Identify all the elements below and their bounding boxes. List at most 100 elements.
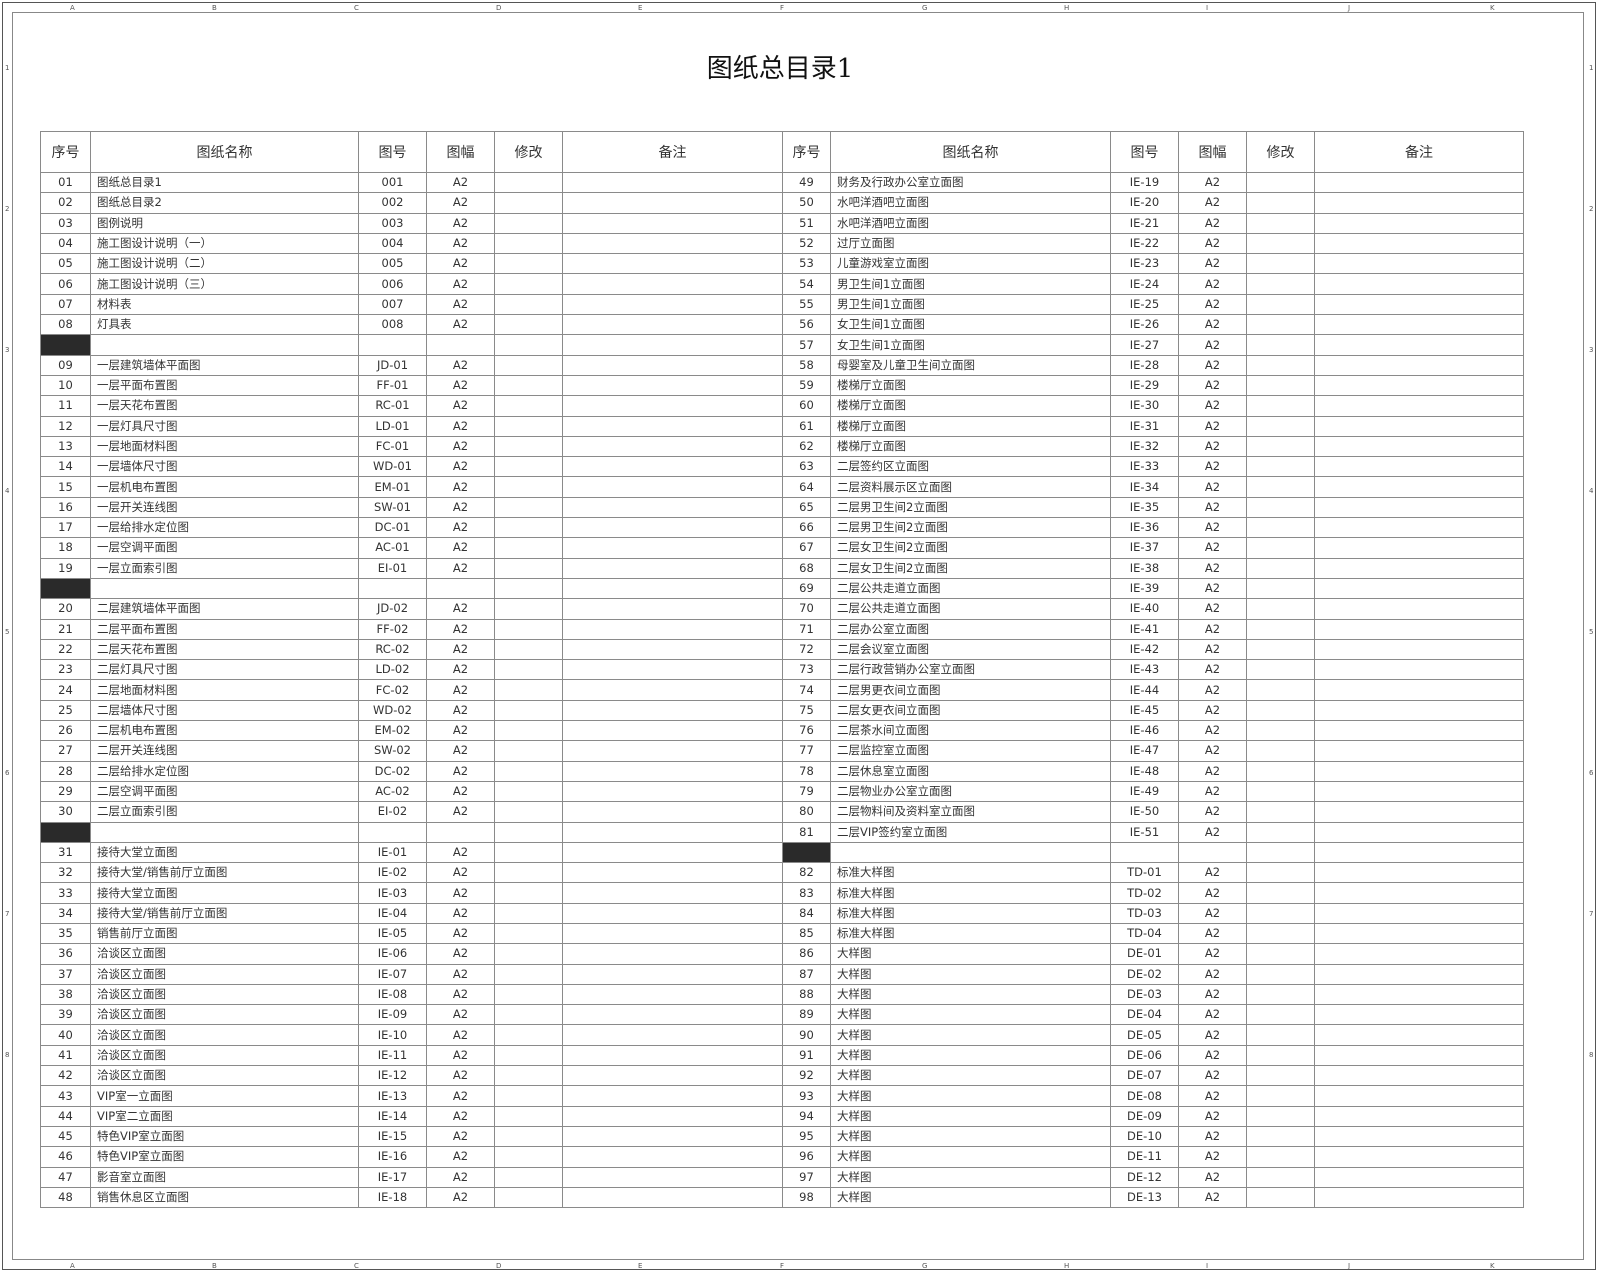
table-row: 31 接待大堂立面图 IE-01 A2 — [40, 841, 783, 864]
row-number: 13 — [40, 435, 91, 458]
sheet-size: A2 — [426, 1044, 495, 1067]
drawing-code: IE-06 — [358, 943, 427, 965]
row-number: 46 — [40, 1146, 91, 1168]
revision-cell — [1246, 1166, 1315, 1188]
drawing-code: IE-19 — [1110, 171, 1179, 194]
revision-cell — [1246, 679, 1315, 701]
revision-cell — [494, 943, 563, 965]
drawing-name: 二层物料间及资料室立面图 — [830, 801, 1111, 823]
empty-cell — [426, 821, 495, 843]
remarks-cell — [1314, 679, 1524, 701]
sheet-size: A2 — [1178, 983, 1247, 1006]
table-row: 44 VIP室二立面图 IE-14 A2 — [40, 1105, 783, 1127]
row-number: 79 — [782, 780, 831, 803]
drawing-name: 二层男卫生间2立面图 — [830, 517, 1111, 539]
table-row: 87 大样图 DE-02 A2 — [782, 963, 1524, 985]
drawing-code: IE-05 — [358, 922, 427, 945]
row-number: 43 — [40, 1085, 91, 1107]
revision-cell — [494, 1024, 563, 1046]
sheet-size: A2 — [1178, 1186, 1247, 1209]
remarks-cell — [562, 517, 783, 539]
revision-cell — [494, 902, 563, 924]
table-row: 36 洽谈区立面图 IE-06 A2 — [40, 943, 783, 965]
drawing-name: 洽谈区立面图 — [90, 983, 359, 1006]
sheet-size: A2 — [1178, 598, 1247, 620]
row-number: 67 — [782, 537, 831, 559]
drawing-name: 标准大样图 — [830, 862, 1111, 884]
row-number: 38 — [40, 983, 91, 1006]
row-number: 69 — [782, 577, 831, 600]
table-row: 93 大样图 DE-08 A2 — [782, 1085, 1524, 1107]
remarks-cell — [562, 293, 783, 316]
drawing-code: IE-04 — [358, 902, 427, 924]
sheet-size: A2 — [426, 537, 495, 559]
remarks-cell — [562, 780, 783, 803]
revision-cell — [1246, 882, 1315, 904]
drawing-code: WD-02 — [358, 699, 427, 722]
row-number: 91 — [782, 1044, 831, 1067]
table-row: 54 男卫生间1立面图 IE-24 A2 — [782, 273, 1524, 295]
revision-cell — [494, 192, 563, 214]
header-code: 图号 — [1110, 131, 1179, 173]
row-number: 74 — [782, 679, 831, 701]
remarks-cell — [1314, 862, 1524, 884]
revision-cell — [1246, 801, 1315, 823]
remarks-cell — [562, 841, 783, 864]
sheet-size: A2 — [426, 801, 495, 823]
remarks-cell — [562, 212, 783, 234]
table-row: 29 二层空调平面图 AC-02 A2 — [40, 780, 783, 803]
drawing-code: 008 — [358, 314, 427, 336]
column-reference-label: G — [922, 1262, 928, 1270]
drawing-name: 影音室立面图 — [90, 1166, 359, 1188]
row-number: 07 — [40, 293, 91, 316]
drawing-code: IE-02 — [358, 862, 427, 884]
sheet-size: A2 — [1178, 740, 1247, 762]
remarks-cell — [1314, 922, 1524, 945]
row-number: 86 — [782, 943, 831, 965]
remarks-cell — [1314, 943, 1524, 965]
table-row: 74 二层男更衣间立面图 IE-44 A2 — [782, 679, 1524, 701]
drawing-code: DE-06 — [1110, 1044, 1179, 1067]
drawing-code: DE-13 — [1110, 1186, 1179, 1209]
sheet-size: A2 — [1178, 354, 1247, 376]
revision-cell — [494, 598, 563, 620]
drawing-code: DE-05 — [1110, 1024, 1179, 1046]
remarks-cell — [1314, 435, 1524, 458]
drawing-code: IE-50 — [1110, 801, 1179, 823]
revision-cell — [1246, 760, 1315, 782]
remarks-cell — [562, 1146, 783, 1168]
remarks-cell — [1314, 720, 1524, 742]
drawing-code: RC-01 — [358, 395, 427, 417]
remarks-cell — [1314, 780, 1524, 803]
drawing-code: IE-51 — [1110, 821, 1179, 843]
sheet-size: A2 — [426, 598, 495, 620]
remarks-cell — [562, 1044, 783, 1067]
row-reference-label: 5 — [5, 628, 10, 636]
revision-cell — [494, 679, 563, 701]
drawing-name: 二层男更衣间立面图 — [830, 679, 1111, 701]
remarks-cell — [562, 273, 783, 295]
table-row: 21 二层平面布置图 FF-02 A2 — [40, 618, 783, 640]
revision-cell — [494, 537, 563, 559]
table-row: 24 二层地面材料图 FC-02 A2 — [40, 679, 783, 701]
sheet-size: A2 — [1178, 780, 1247, 803]
sheet-size: A2 — [1178, 212, 1247, 234]
sheet-size: A2 — [426, 1146, 495, 1168]
drawing-name: 大样图 — [830, 1024, 1111, 1046]
drawing-name: 一层墙体尺寸图 — [90, 456, 359, 478]
table-row: 97 大样图 DE-12 A2 — [782, 1166, 1524, 1188]
table-row: 04 施工图设计说明（一） 004 A2 — [40, 232, 783, 255]
row-number: 64 — [782, 476, 831, 498]
drawing-name: 过厅立面图 — [830, 232, 1111, 255]
separator-block — [782, 841, 831, 864]
table-row: 67 二层女卫生间2立面图 IE-37 A2 — [782, 537, 1524, 559]
revision-cell — [1246, 659, 1315, 681]
drawing-name: 大样图 — [830, 943, 1111, 965]
row-number: 66 — [782, 517, 831, 539]
section-separator-row — [40, 334, 783, 356]
row-number: 42 — [40, 1065, 91, 1087]
header-number: 序号 — [782, 131, 831, 173]
remarks-cell — [1314, 314, 1524, 336]
sheet-size: A2 — [426, 720, 495, 742]
sheet-size: A2 — [1178, 1044, 1247, 1067]
